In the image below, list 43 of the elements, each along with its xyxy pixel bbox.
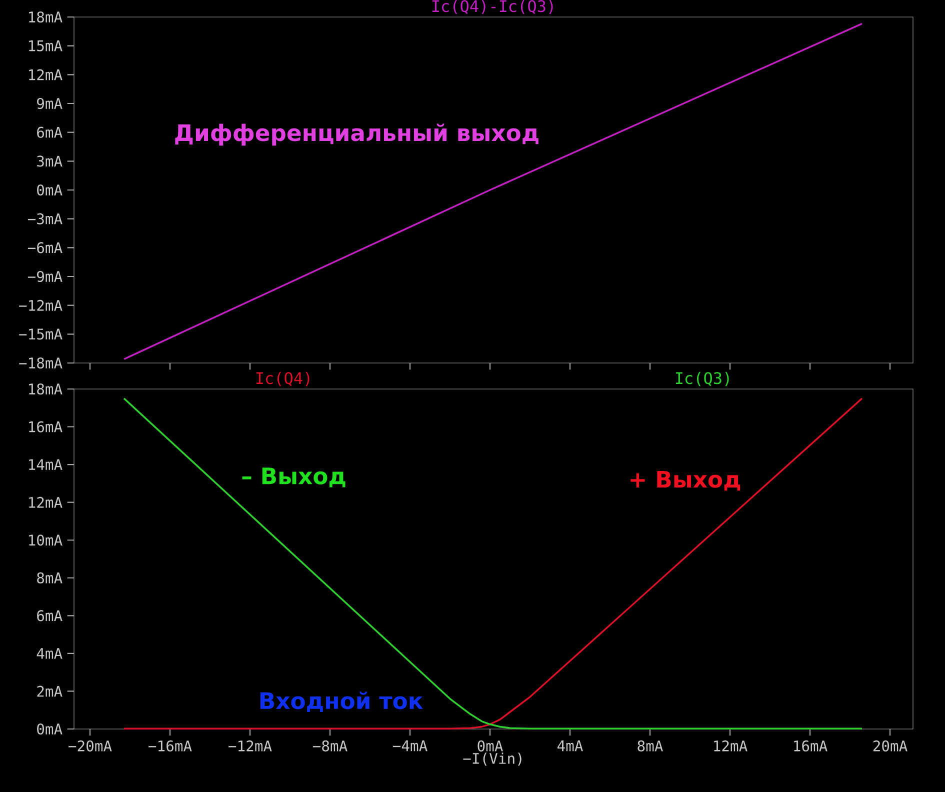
text: Ic(Q3)	[676, 372, 729, 386]
y-tick-label: 6mA	[37, 126, 62, 138]
x-tick-label: 0mA	[478, 740, 503, 752]
y-tick-label: −15mA	[19, 328, 62, 340]
y-tick-label: −3mA	[28, 213, 62, 224]
y-tick-label: 8mA	[37, 572, 62, 584]
y-tick-label: 12mA	[29, 69, 62, 80]
y-tick-label: 2mA	[37, 686, 62, 697]
y-tick-label: 10mA	[29, 534, 62, 546]
x-axis-title: −I(Vin)	[463, 752, 522, 766]
text: Ic(Q4)-Ic(Q3)	[432, 0, 553, 14]
x-tick-label: −12mA	[228, 740, 272, 752]
y-tick-label: −18mA	[19, 357, 62, 369]
x-tick-label: −16mA	[148, 740, 192, 752]
x-tick-label: −20mA	[68, 740, 112, 752]
y-tick-label: 15mA	[29, 40, 62, 52]
line-series	[123, 398, 863, 730]
x-tick-label: −4mA	[392, 740, 428, 752]
y-tick-label: 18mA	[29, 11, 62, 23]
y-tick-label: 14mA	[29, 459, 62, 470]
y-tick-label: 0mA	[37, 723, 62, 735]
y-tick-label: 9mA	[37, 98, 62, 110]
x-tick-label: 12mA	[714, 740, 748, 752]
y-tick-label: 12mA	[29, 496, 62, 508]
y-tick-label: 18mA	[29, 383, 62, 395]
x-tick-label: 8mA	[638, 740, 663, 752]
y-tick-label: 6mA	[37, 610, 62, 622]
annotation: Входной ток	[260, 692, 423, 712]
text: Ic(Q4)	[256, 372, 310, 386]
y-tick-label: 3mA	[37, 156, 62, 167]
x-tick-label: 4mA	[557, 740, 583, 752]
y-tick-label: 0mA	[37, 184, 62, 196]
annotation: + Выход	[630, 470, 740, 491]
x-tick-label: −8mA	[312, 740, 348, 752]
y-tick-label: −6mA	[28, 242, 62, 254]
y-tick-label: 16mA	[29, 421, 62, 432]
annotation: – Выход	[242, 468, 346, 488]
y-tick-label: −12mA	[19, 300, 62, 311]
x-tick-label: 20mA	[873, 740, 908, 752]
y-tick-label: 4mA	[36, 648, 62, 659]
x-tick-label: 16mA	[794, 740, 828, 752]
annotation: Дифференциальный выход	[175, 124, 538, 146]
y-tick-label: −9mA	[28, 270, 62, 282]
